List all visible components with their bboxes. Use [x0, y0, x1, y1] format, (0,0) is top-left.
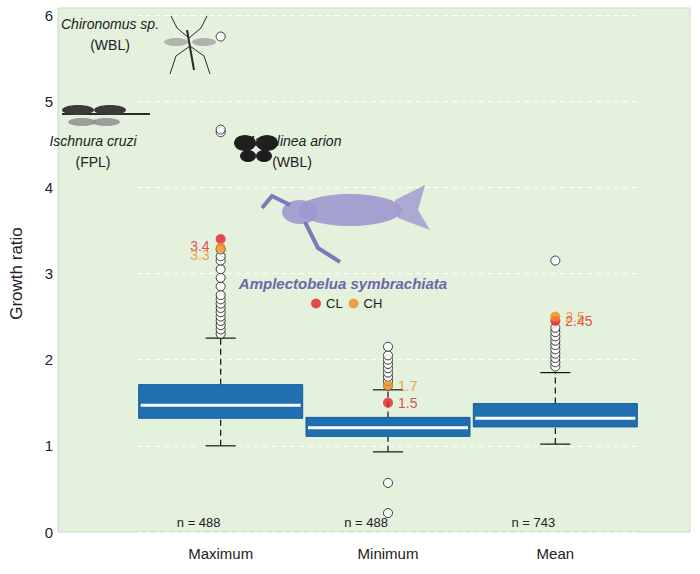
svg-text:3: 3: [45, 265, 53, 282]
svg-text:1.7: 1.7: [398, 378, 418, 394]
svg-text:n = 488: n = 488: [177, 515, 221, 530]
svg-text:CL: CL: [326, 296, 343, 311]
svg-text:n = 743: n = 743: [511, 515, 555, 530]
svg-text:Maculinea arion: Maculinea arion: [243, 133, 342, 149]
svg-text:1: 1: [45, 437, 53, 454]
svg-text:2.5: 2.5: [565, 309, 585, 325]
svg-text:1.5: 1.5: [398, 395, 418, 411]
svg-text:Maximum: Maximum: [188, 545, 253, 562]
svg-text:Amplectobelua symbrachiata: Amplectobelua symbrachiata: [238, 275, 447, 292]
svg-text:(FPL): (FPL): [76, 154, 111, 170]
svg-text:n = 488: n = 488: [344, 515, 388, 530]
svg-text:6: 6: [45, 7, 53, 24]
svg-text:3.3: 3.3: [190, 247, 210, 263]
svg-text:(WBL): (WBL): [90, 37, 130, 53]
svg-text:Mean: Mean: [537, 545, 575, 562]
svg-text:Minimum: Minimum: [358, 545, 419, 562]
svg-text:5: 5: [45, 93, 53, 110]
svg-text:Ischnura cruzi: Ischnura cruzi: [49, 133, 137, 149]
svg-text:2: 2: [45, 351, 53, 368]
svg-text:CH: CH: [364, 296, 383, 311]
svg-text:0: 0: [45, 524, 53, 541]
svg-text:Growth ratio: Growth ratio: [7, 227, 26, 320]
svg-text:(WBL): (WBL): [272, 154, 312, 170]
svg-text:Chironomus sp.: Chironomus sp.: [61, 16, 159, 32]
svg-text:4: 4: [45, 179, 53, 196]
